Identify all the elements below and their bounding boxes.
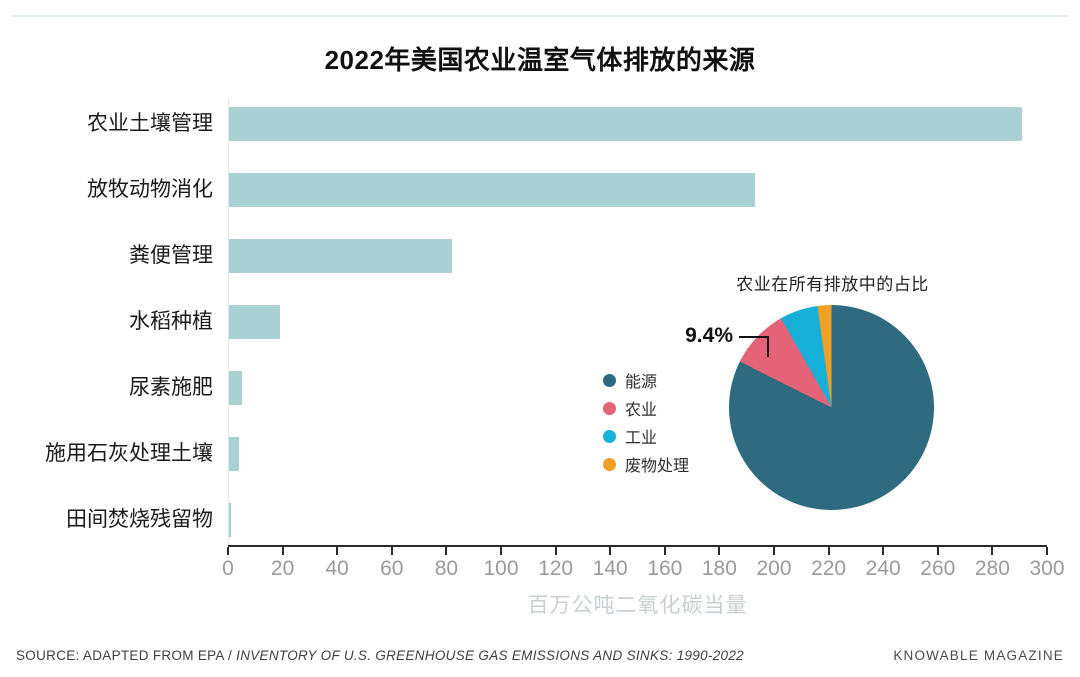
x-tick-label: 60	[380, 557, 404, 580]
pie-annotation-leader-line-drop	[767, 336, 769, 357]
legend-label: 工业	[625, 430, 658, 447]
pie-chart	[729, 305, 934, 510]
bar-category-label: 水稻种植	[129, 310, 213, 333]
source-credit: SOURCE: ADAPTED FROM EPA / INVENTORY OF …	[16, 648, 744, 663]
x-tick-label: 160	[647, 557, 683, 580]
x-tick-label: 80	[434, 557, 459, 580]
x-tick-label: 140	[592, 557, 628, 580]
legend-label: 废物处理	[625, 458, 690, 475]
x-tick	[718, 547, 721, 555]
legend-item: 农业	[603, 394, 689, 422]
bar-5	[228, 371, 242, 405]
x-tick	[663, 547, 666, 555]
bar-3	[228, 239, 452, 273]
bar-category-label: 农业土壤管理	[87, 112, 213, 135]
x-tick-label: 280	[974, 557, 1010, 580]
x-tick	[336, 547, 339, 555]
legend-color-dot	[603, 429, 616, 443]
x-tick	[445, 547, 448, 555]
legend-label: 能源	[625, 374, 658, 391]
x-tick	[773, 547, 775, 555]
x-tick	[1046, 547, 1048, 555]
legend-item: 工业	[603, 422, 689, 450]
x-tick	[936, 547, 939, 555]
x-tick	[827, 547, 830, 555]
bar-2	[228, 173, 755, 207]
x-tick	[991, 547, 994, 555]
x-tick-label: 240	[865, 557, 901, 580]
x-tick	[281, 547, 284, 555]
x-tick-label: 20	[270, 557, 295, 580]
x-tick	[882, 547, 885, 555]
bar-category-label: 粪便管理	[129, 244, 213, 267]
x-tick-label: 120	[538, 557, 574, 580]
x-tick-label: 0	[222, 557, 234, 580]
y-axis-line	[228, 98, 229, 546]
bar-6	[228, 437, 239, 471]
legend-color-dot	[603, 401, 616, 415]
pie-annotation-leader-line	[739, 336, 769, 338]
x-tick	[500, 547, 502, 555]
chart-title: 2022年美国农业温室气体排放的来源	[324, 45, 756, 75]
bar-category-label: 放牧动物消化	[87, 178, 213, 201]
publisher-brand: KNOWABLE MAGAZINE	[893, 648, 1064, 663]
source-credit-report-title: INVENTORY OF U.S. GREENHOUSE GAS EMISSIO…	[236, 648, 744, 663]
legend-color-dot	[603, 373, 616, 387]
bar-4	[228, 305, 280, 339]
source-credit-prefix: SOURCE: ADAPTED FROM EPA /	[16, 648, 237, 663]
x-tick-label: 300	[1029, 557, 1065, 580]
pie-legend: 能源农业工业废物处理	[603, 366, 689, 478]
x-tick-label: 220	[811, 557, 847, 580]
x-tick-label: 200	[756, 557, 792, 580]
x-tick-label: 100	[483, 557, 519, 580]
x-axis-line	[228, 545, 1047, 547]
bar-1	[228, 107, 1023, 141]
x-tick-label: 260	[920, 557, 956, 580]
x-axis-title: 百万公吨二氧化碳当量	[527, 594, 748, 617]
bar-category-label: 施用石灰处理土壤	[45, 442, 213, 465]
x-tick-label: 180	[701, 557, 737, 580]
bar-7	[228, 503, 231, 537]
bar-category-label: 尿素施肥	[129, 376, 213, 399]
legend-item: 能源	[603, 366, 689, 394]
x-tick	[554, 547, 557, 555]
x-tick-label: 40	[325, 557, 349, 580]
x-tick	[609, 547, 612, 555]
card-top-edge	[12, 15, 1068, 17]
pie-chart-title: 农业在所有排放中的占比	[736, 275, 929, 294]
legend-color-dot	[603, 457, 616, 471]
legend-label: 农业	[625, 402, 658, 419]
x-tick	[390, 547, 393, 555]
bar-category-label: 田间焚烧残留物	[66, 508, 213, 531]
legend-item: 废物处理	[603, 450, 689, 478]
pie-annotation-label: 9.4%	[685, 324, 733, 347]
x-tick	[227, 547, 229, 555]
